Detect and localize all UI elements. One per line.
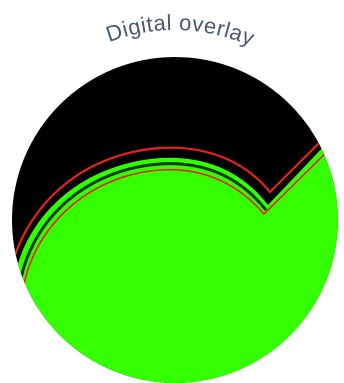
- edge-shadow: [16, 162, 268, 301]
- overlay-outline-inner: [21, 134, 338, 301]
- lens-view: [12, 57, 338, 383]
- caption-path: Digital overlay: [103, 10, 258, 51]
- overlay-outline-outer: [12, 117, 338, 301]
- caption-text: Digital overlay: [103, 10, 259, 51]
